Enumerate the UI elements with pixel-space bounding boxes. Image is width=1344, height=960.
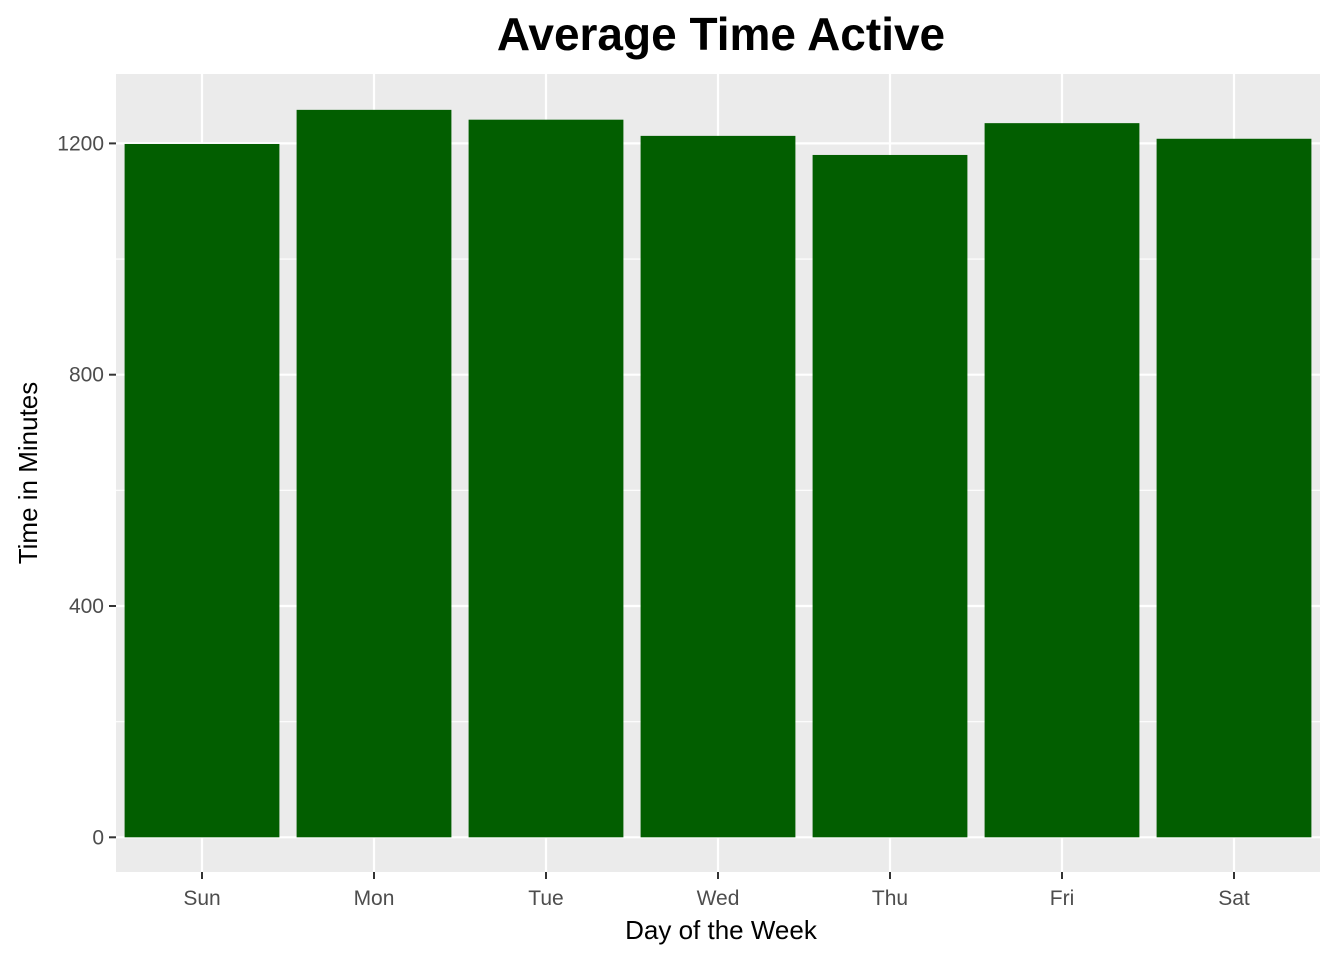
bars — [124, 109, 1312, 838]
bar-fri — [984, 123, 1140, 838]
x-tick-label: Sat — [1218, 887, 1250, 910]
y-tick-label: 1200 — [57, 132, 104, 155]
bar-tue — [468, 119, 624, 838]
y-axis-title: Time in Minutes — [13, 382, 43, 565]
y-tick-label: 0 — [92, 826, 104, 849]
x-axis-title: Day of the Week — [625, 915, 818, 945]
x-axis: Sun Mon Tue Wed Thu Fri Sat — [183, 872, 1250, 910]
x-tick-label: Thu — [872, 887, 908, 910]
x-tick-label: Fri — [1050, 887, 1075, 910]
bar-mon — [296, 109, 452, 838]
x-tick-label: Tue — [528, 887, 563, 910]
bar-sun — [124, 143, 280, 838]
bar-thu — [812, 154, 968, 838]
x-tick-label: Wed — [697, 887, 740, 910]
chart-title: Average Time Active — [497, 8, 945, 60]
bar-sat — [1156, 138, 1312, 838]
y-tick-label: 800 — [69, 364, 104, 387]
x-tick-label: Mon — [354, 887, 395, 910]
y-axis: 0 400 800 1200 — [57, 132, 116, 849]
bar-wed — [640, 135, 796, 838]
y-tick-label: 400 — [69, 595, 104, 618]
x-tick-label: Sun — [183, 887, 220, 910]
